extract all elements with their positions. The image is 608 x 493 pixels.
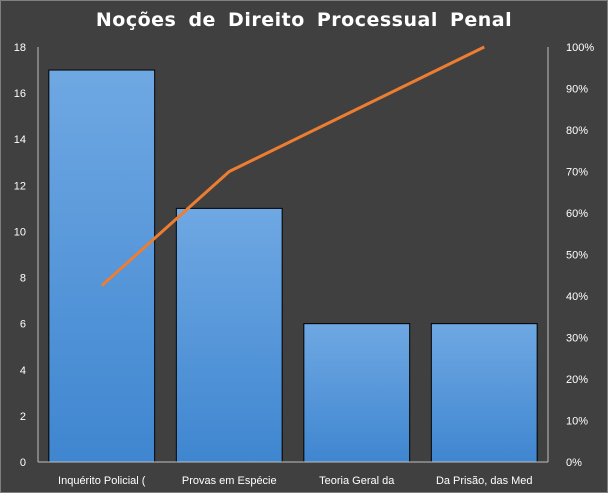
chart-title: Noções de Direito Processual Penal <box>95 9 513 31</box>
y-tick-label: 6 <box>20 319 26 331</box>
y2-tick-label: 0% <box>566 457 582 469</box>
bar <box>430 323 538 463</box>
cumulative-line <box>100 45 485 287</box>
y-tick-label: 12 <box>14 180 26 192</box>
y-tick-label: 14 <box>14 134 26 146</box>
y-tick-label: 8 <box>20 273 26 285</box>
bar <box>48 69 156 463</box>
bar <box>175 207 283 463</box>
y2-tick-label: 100% <box>566 42 594 54</box>
y2-tick-label: 80% <box>566 125 588 137</box>
y2-tick-label: 50% <box>566 250 588 262</box>
y2-tick-label: 60% <box>566 208 588 220</box>
y2-tick-label: 70% <box>566 167 588 179</box>
y-tick-label: 2 <box>20 411 26 423</box>
category-label: Teoria Geral da <box>319 475 395 487</box>
y2-tick-label: 90% <box>566 84 588 96</box>
y2-tick-label: 10% <box>566 416 588 428</box>
y-tick-label: 10 <box>14 226 26 238</box>
y-tick-label: 16 <box>14 88 26 100</box>
y-tick-label: 0 <box>20 457 26 469</box>
category-label: Inquérito Policial ( <box>58 475 146 487</box>
category-label: Da Prisão, das Med <box>436 475 533 487</box>
category-label: Provas em Espécie <box>182 475 277 487</box>
y2-tick-label: 30% <box>566 333 588 345</box>
bar <box>303 323 411 463</box>
y2-tick-label: 40% <box>566 291 588 303</box>
y-tick-label: 4 <box>20 365 26 377</box>
y2-tick-label: 20% <box>566 374 588 386</box>
y-tick-label: 18 <box>14 42 26 54</box>
